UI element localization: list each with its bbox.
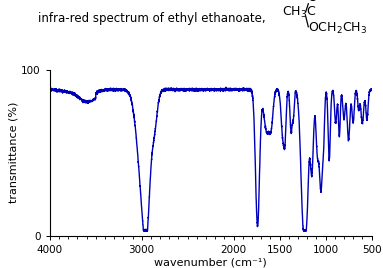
Text: CH$_3$C: CH$_3$C <box>282 5 316 20</box>
Text: O: O <box>308 0 318 4</box>
Y-axis label: transmittance (%): transmittance (%) <box>8 102 18 203</box>
X-axis label: wavenumber (cm⁻¹): wavenumber (cm⁻¹) <box>154 258 267 268</box>
Text: OCH$_2$CH$_3$: OCH$_2$CH$_3$ <box>308 21 367 36</box>
Text: infra-red spectrum of ethyl ethanoate,: infra-red spectrum of ethyl ethanoate, <box>38 12 266 25</box>
